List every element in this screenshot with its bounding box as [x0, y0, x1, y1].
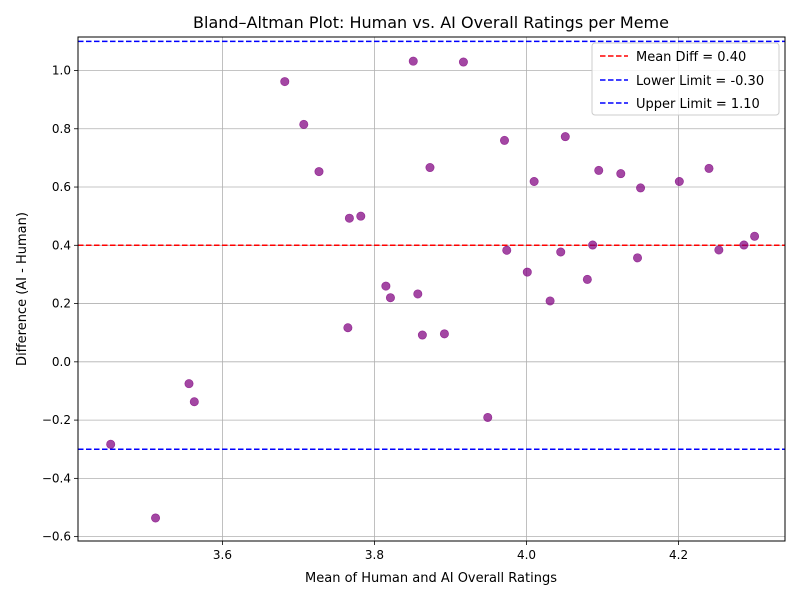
- legend: Mean Diff = 0.40 Lower Limit = -0.30 Upp…: [591, 42, 780, 116]
- x-axis-label: Mean of Human and AI Overall Ratings: [305, 571, 557, 586]
- data-point: [545, 296, 555, 306]
- y-tick-label: 0.8: [52, 122, 71, 136]
- reference-lines: [78, 40, 785, 450]
- data-point: [499, 135, 509, 145]
- data-point: [439, 329, 449, 339]
- data-point: [356, 211, 366, 221]
- data-point: [381, 281, 391, 291]
- data-point: [314, 167, 324, 177]
- data-point: [556, 247, 566, 257]
- data-point: [344, 213, 354, 223]
- x-tick-label: 3.8: [365, 548, 384, 562]
- x-tick-label: 4.0: [517, 548, 536, 562]
- data-point: [674, 176, 684, 186]
- data-point: [502, 245, 512, 255]
- data-point: [739, 240, 749, 250]
- data-point: [704, 163, 714, 173]
- data-point: [413, 289, 423, 299]
- data-point: [529, 176, 539, 186]
- y-tick-label: 0.4: [52, 238, 71, 252]
- data-point: [594, 165, 604, 175]
- legend-box: [591, 42, 780, 116]
- data-point: [151, 513, 161, 523]
- y-axis-ticks: −0.6 −0.4 −0.2 0.0 0.2 0.4 0.6 0.8 1.0: [42, 64, 78, 544]
- x-tick-label: 4.2: [669, 548, 688, 562]
- data-point: [189, 397, 199, 407]
- data-point: [588, 240, 598, 250]
- data-point: [106, 439, 116, 449]
- x-tick-label: 3.6: [213, 548, 232, 562]
- data-point: [385, 293, 395, 303]
- data-point: [633, 253, 643, 263]
- data-point: [425, 163, 435, 173]
- data-points: [106, 56, 760, 523]
- legend-label-mean-diff: Mean Diff = 0.40: [636, 50, 746, 65]
- data-point: [714, 245, 724, 255]
- data-point: [582, 274, 592, 284]
- data-point: [522, 267, 532, 277]
- data-point: [343, 323, 353, 333]
- data-point: [458, 57, 468, 67]
- y-tick-label: 0.0: [52, 355, 71, 369]
- legend-label-lower-limit: Lower Limit = -0.30: [636, 74, 764, 89]
- x-axis-ticks: 3.6 3.8 4.0 4.2: [213, 541, 688, 562]
- data-point: [616, 169, 626, 179]
- data-point: [750, 231, 760, 241]
- data-point: [280, 77, 290, 87]
- legend-label-upper-limit: Upper Limit = 1.10: [636, 97, 760, 112]
- data-point: [417, 330, 427, 340]
- data-point: [483, 412, 493, 422]
- data-point: [408, 56, 418, 66]
- y-tick-label: −0.6: [42, 530, 71, 544]
- y-tick-label: 0.2: [52, 297, 71, 311]
- y-axis-label: Difference (AI - Human): [15, 212, 30, 366]
- y-tick-label: 0.6: [52, 180, 71, 194]
- y-tick-label: −0.4: [42, 471, 71, 485]
- y-tick-label: −0.2: [42, 413, 71, 427]
- data-point: [560, 132, 570, 142]
- plot-area-frame: [77, 36, 786, 542]
- data-point: [299, 119, 309, 129]
- data-point: [636, 183, 646, 193]
- data-point: [184, 379, 194, 389]
- y-tick-label: 1.0: [52, 64, 71, 78]
- chart-title: Bland–Altman Plot: Human vs. AI Overall …: [193, 13, 669, 32]
